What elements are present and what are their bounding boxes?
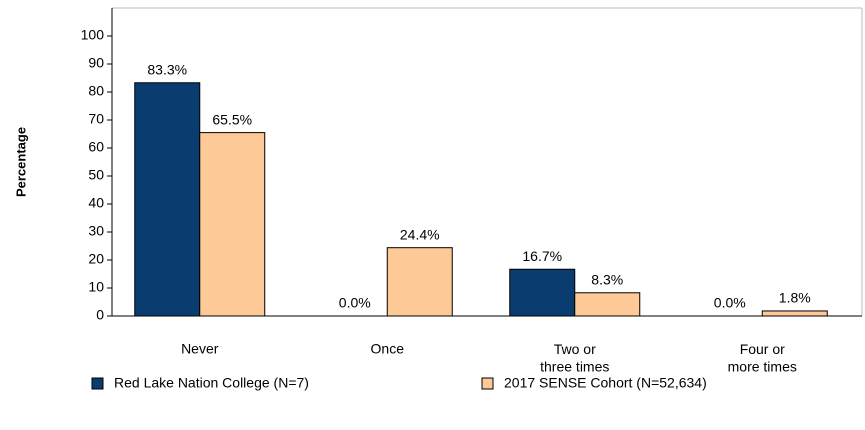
y-tick-label: 70 — [88, 111, 104, 127]
y-tick-label: 90 — [88, 55, 104, 71]
y-tick-label: 20 — [88, 251, 104, 267]
legend-swatch — [91, 377, 104, 390]
value-label: 24.4% — [400, 226, 440, 242]
bar — [134, 82, 201, 317]
y-axis-label: Percentage — [13, 127, 28, 197]
y-tick-label: 0 — [96, 307, 104, 323]
value-label: 0.0% — [714, 295, 746, 311]
value-label: 16.7% — [522, 248, 562, 264]
y-tick-label: 80 — [88, 83, 104, 99]
legend-label: Red Lake Nation College (N=7) — [114, 375, 309, 391]
y-tick-label: 10 — [88, 279, 104, 295]
y-tick-label: 30 — [88, 223, 104, 239]
x-tick-label: Two or three times — [540, 341, 609, 375]
bar — [761, 310, 828, 317]
bar — [199, 132, 266, 317]
bar — [574, 292, 641, 317]
x-tick-label: Four or more times — [728, 341, 797, 375]
bar — [509, 268, 576, 317]
legend-label: 2017 SENSE Cohort (N=52,634) — [504, 375, 707, 391]
y-tick-label: 100 — [81, 27, 105, 43]
value-label: 65.5% — [212, 111, 252, 127]
y-tick-label: 40 — [88, 195, 104, 211]
value-label: 8.3% — [591, 271, 623, 287]
x-tick-label: Never — [181, 341, 219, 357]
value-label: 0.0% — [339, 295, 371, 311]
x-tick-label: Once — [371, 341, 405, 357]
legend-swatch — [481, 377, 494, 390]
bar — [386, 247, 453, 317]
value-label: 83.3% — [147, 61, 187, 77]
value-label: 1.8% — [779, 290, 811, 306]
y-tick-label: 60 — [88, 139, 104, 155]
y-tick-label: 50 — [88, 167, 104, 183]
